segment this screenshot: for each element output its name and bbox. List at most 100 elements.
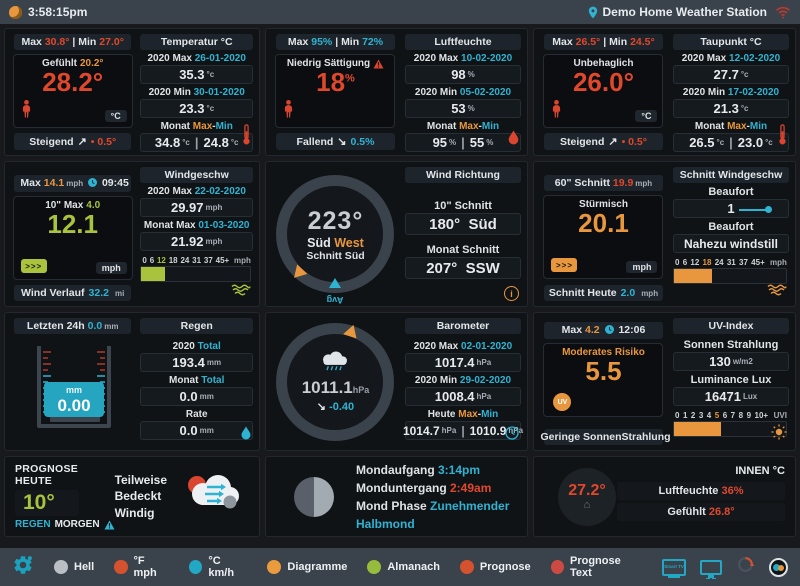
wind-direction-pointer-icon [289, 264, 308, 283]
beaufort-slider[interactable]: 1 [672, 199, 789, 218]
uv-status: Geringe SonnenStrahlung [540, 429, 671, 445]
unit-chip: °C [635, 110, 658, 122]
uv-solar-radiation: 130 w/m2 [672, 352, 789, 371]
baro-2020-min: 1008.4 hPa [404, 387, 521, 406]
barometer-gauge[interactable]: 1011.1hPa ↘ -0.40 [276, 322, 395, 441]
panel-grid: Max 30.8° | Min 27.0° Gefühlt 20.2° 28.2°… [0, 24, 800, 548]
svg-text:0.00: 0.00 [57, 396, 90, 415]
uv-tile[interactable]: Moderates Risiko 5.5 UV [543, 343, 664, 417]
trend-up-icon: ↗ [77, 136, 87, 148]
legend-prognose[interactable]: Prognose [459, 560, 531, 574]
panel-forecast[interactable]: PROGNOSE HEUTE 10° REGEN MORGEN Teilweise… [4, 456, 260, 537]
current-time: 3:58:15pm [28, 5, 88, 19]
thermometer-icon [778, 124, 787, 150]
baro-heute-maxmin: 1014.7 hPa | 1010.9 hPa [403, 421, 523, 440]
humidity-tile[interactable]: Niedrig Sättigung 18% [275, 54, 396, 128]
forecast-temp: 10° [15, 490, 79, 516]
avgwind-tile[interactable]: Stürmisch 20.1 >>> mph [543, 195, 664, 279]
temp-2020-max: 35.3 °c [140, 65, 253, 84]
history-clock-icon[interactable] [505, 426, 519, 445]
legend-almanach[interactable]: Almanach [367, 560, 440, 574]
humidity-trend: Fallend ↘ 0.5% [275, 133, 396, 150]
wind-chevrons-icon: >>> [20, 259, 47, 273]
rain-rate: 0.0 mm [140, 421, 253, 440]
temperature-maxmin: Max 30.8° | Min 27.0° [14, 34, 131, 50]
uv-max: Max 4.2 12:06 [543, 322, 664, 339]
humidity-value: 18% [316, 67, 355, 97]
panel-humidity: Max 95% | Min 72% Niedrig Sättigung 18% … [265, 28, 528, 156]
trend-down-icon: ↘ [337, 136, 347, 148]
windspeed-tile[interactable]: 10" Max 4.0 12.1 >>> mph [12, 196, 133, 280]
top-bar: 3:58:15pm Demo Home Weather Station [0, 0, 800, 24]
indoor-temp-gauge[interactable]: 27.2° ⌂ [558, 467, 616, 526]
wind-scale: 0 6 12 18 24 31 37 45+ mph [142, 256, 251, 265]
windspeed-value: 12.1 [47, 209, 98, 239]
settings-gear-icon[interactable] [12, 554, 34, 581]
info-icon[interactable]: i [504, 286, 519, 301]
wind-max: Max 14.1 mph 09:45 [14, 175, 131, 192]
uv-scale: 0 1 2 3 4 5 6 7 8 9 10+ UVI [674, 411, 787, 420]
wind-speed-gauge [140, 266, 251, 282]
winddir-monat-avg: 207° SSW [404, 257, 521, 279]
wind-chevrons-icon: >>> [551, 258, 578, 272]
indoor-humidity: Luftfeuchte 36% [617, 482, 785, 500]
drop-icon [508, 130, 519, 150]
theme-toggle-icon[interactable] [769, 557, 789, 577]
rain-cloud-icon [318, 350, 352, 378]
rain-gauge[interactable]: mm 0.00 [12, 340, 134, 439]
humidity-title: Luftfeuchte [404, 34, 521, 50]
wind-run: Wind Verlauf 32.2 mi [14, 285, 131, 301]
wind-direction-gauge[interactable]: 223° Süd West Schnitt Süd Avg [276, 175, 395, 305]
dewpoint-tile[interactable]: Unbehaglich 26.0° °C [543, 54, 664, 128]
refresh-icon[interactable] [736, 555, 755, 579]
person-icon [283, 100, 294, 123]
rain-title: Regen [140, 318, 253, 334]
avgwind-header: 60" Schnitt 19.9 mph [543, 175, 664, 191]
legend-celsius[interactable]: °C km/h [189, 555, 247, 579]
rain-last24h: Letzten 24h 0.0 mm [14, 318, 131, 334]
legend-diagramme[interactable]: Diagramme [267, 560, 347, 574]
humidity-maxmin: Max 95% | Min 72% [275, 34, 396, 50]
legend-fahrenheit[interactable]: °F mph [114, 555, 169, 579]
temperature-title: Temperatur °C [140, 34, 253, 50]
dewpoint-maxmin: Max 26.5° | Min 24.5° [543, 34, 664, 50]
dewpoint-value: 26.0° [572, 67, 634, 97]
wifi-icon[interactable] [775, 6, 791, 19]
panel-moon: Mondaufgang 3:14pm Monduntergang 2:49am … [265, 456, 528, 537]
hell-dot-icon [54, 560, 68, 574]
monitor-icon[interactable] [700, 559, 723, 578]
legend-hell[interactable]: Hell [54, 560, 94, 574]
forecast-alert: REGEN MORGEN [15, 519, 115, 530]
avgwind-today: Schnitt Heute 2.0 mph [543, 285, 664, 301]
clock-icon [604, 325, 614, 337]
svg-text:mm: mm [66, 385, 82, 395]
slider-dot-icon [765, 206, 773, 213]
moon-phase-icon [294, 476, 334, 517]
temp-monat-maxmin: 34.8 °c | 24.8 °c [140, 133, 253, 152]
location-pin-icon [588, 6, 598, 19]
bottom-bar: Hell °F mph °C km/h Diagramme Almanach P… [0, 548, 800, 586]
panel-indoor: 27.2° ⌂ INNEN °C Luftfeuchte 36% Gefühlt… [533, 456, 796, 537]
smart-tv-icon[interactable]: Smart TV [662, 558, 687, 578]
almanach-dot-icon [367, 560, 382, 574]
waves-icon [767, 283, 787, 301]
avgwind-scale: 0 6 12 18 24 31 37 45+ mph [674, 258, 787, 267]
unit-chip: °C [104, 110, 127, 122]
panel-windspeed: Max 14.1 mph 09:45 10" Max 4.0 12.1 >>> mp… [4, 161, 260, 307]
time-icon [9, 5, 22, 19]
unit-chip: mph [95, 262, 127, 274]
warning-icon [373, 58, 384, 69]
warning-icon [104, 519, 115, 530]
trend-down-icon: ↘ [316, 401, 327, 413]
rain-2020-total: 193.4 mm [140, 353, 253, 372]
dew-2020-max: 27.7 °c [672, 65, 789, 84]
avg-direction-pointer-icon [329, 278, 342, 288]
hum-monat-maxmin: 95% | 55% [404, 133, 521, 152]
rain-monat-total: 0.0 mm [140, 387, 253, 406]
hum-2020-min: 53% [404, 99, 521, 118]
uv-luminance: 16471 Lux [672, 387, 789, 406]
person-icon [551, 100, 562, 123]
avgwind-value: 20.1 [578, 208, 629, 238]
legend-prognose-text[interactable]: Prognose Text [550, 555, 642, 579]
temperature-tile[interactable]: Gefühlt 20.2° 28.2° °C [12, 54, 133, 128]
